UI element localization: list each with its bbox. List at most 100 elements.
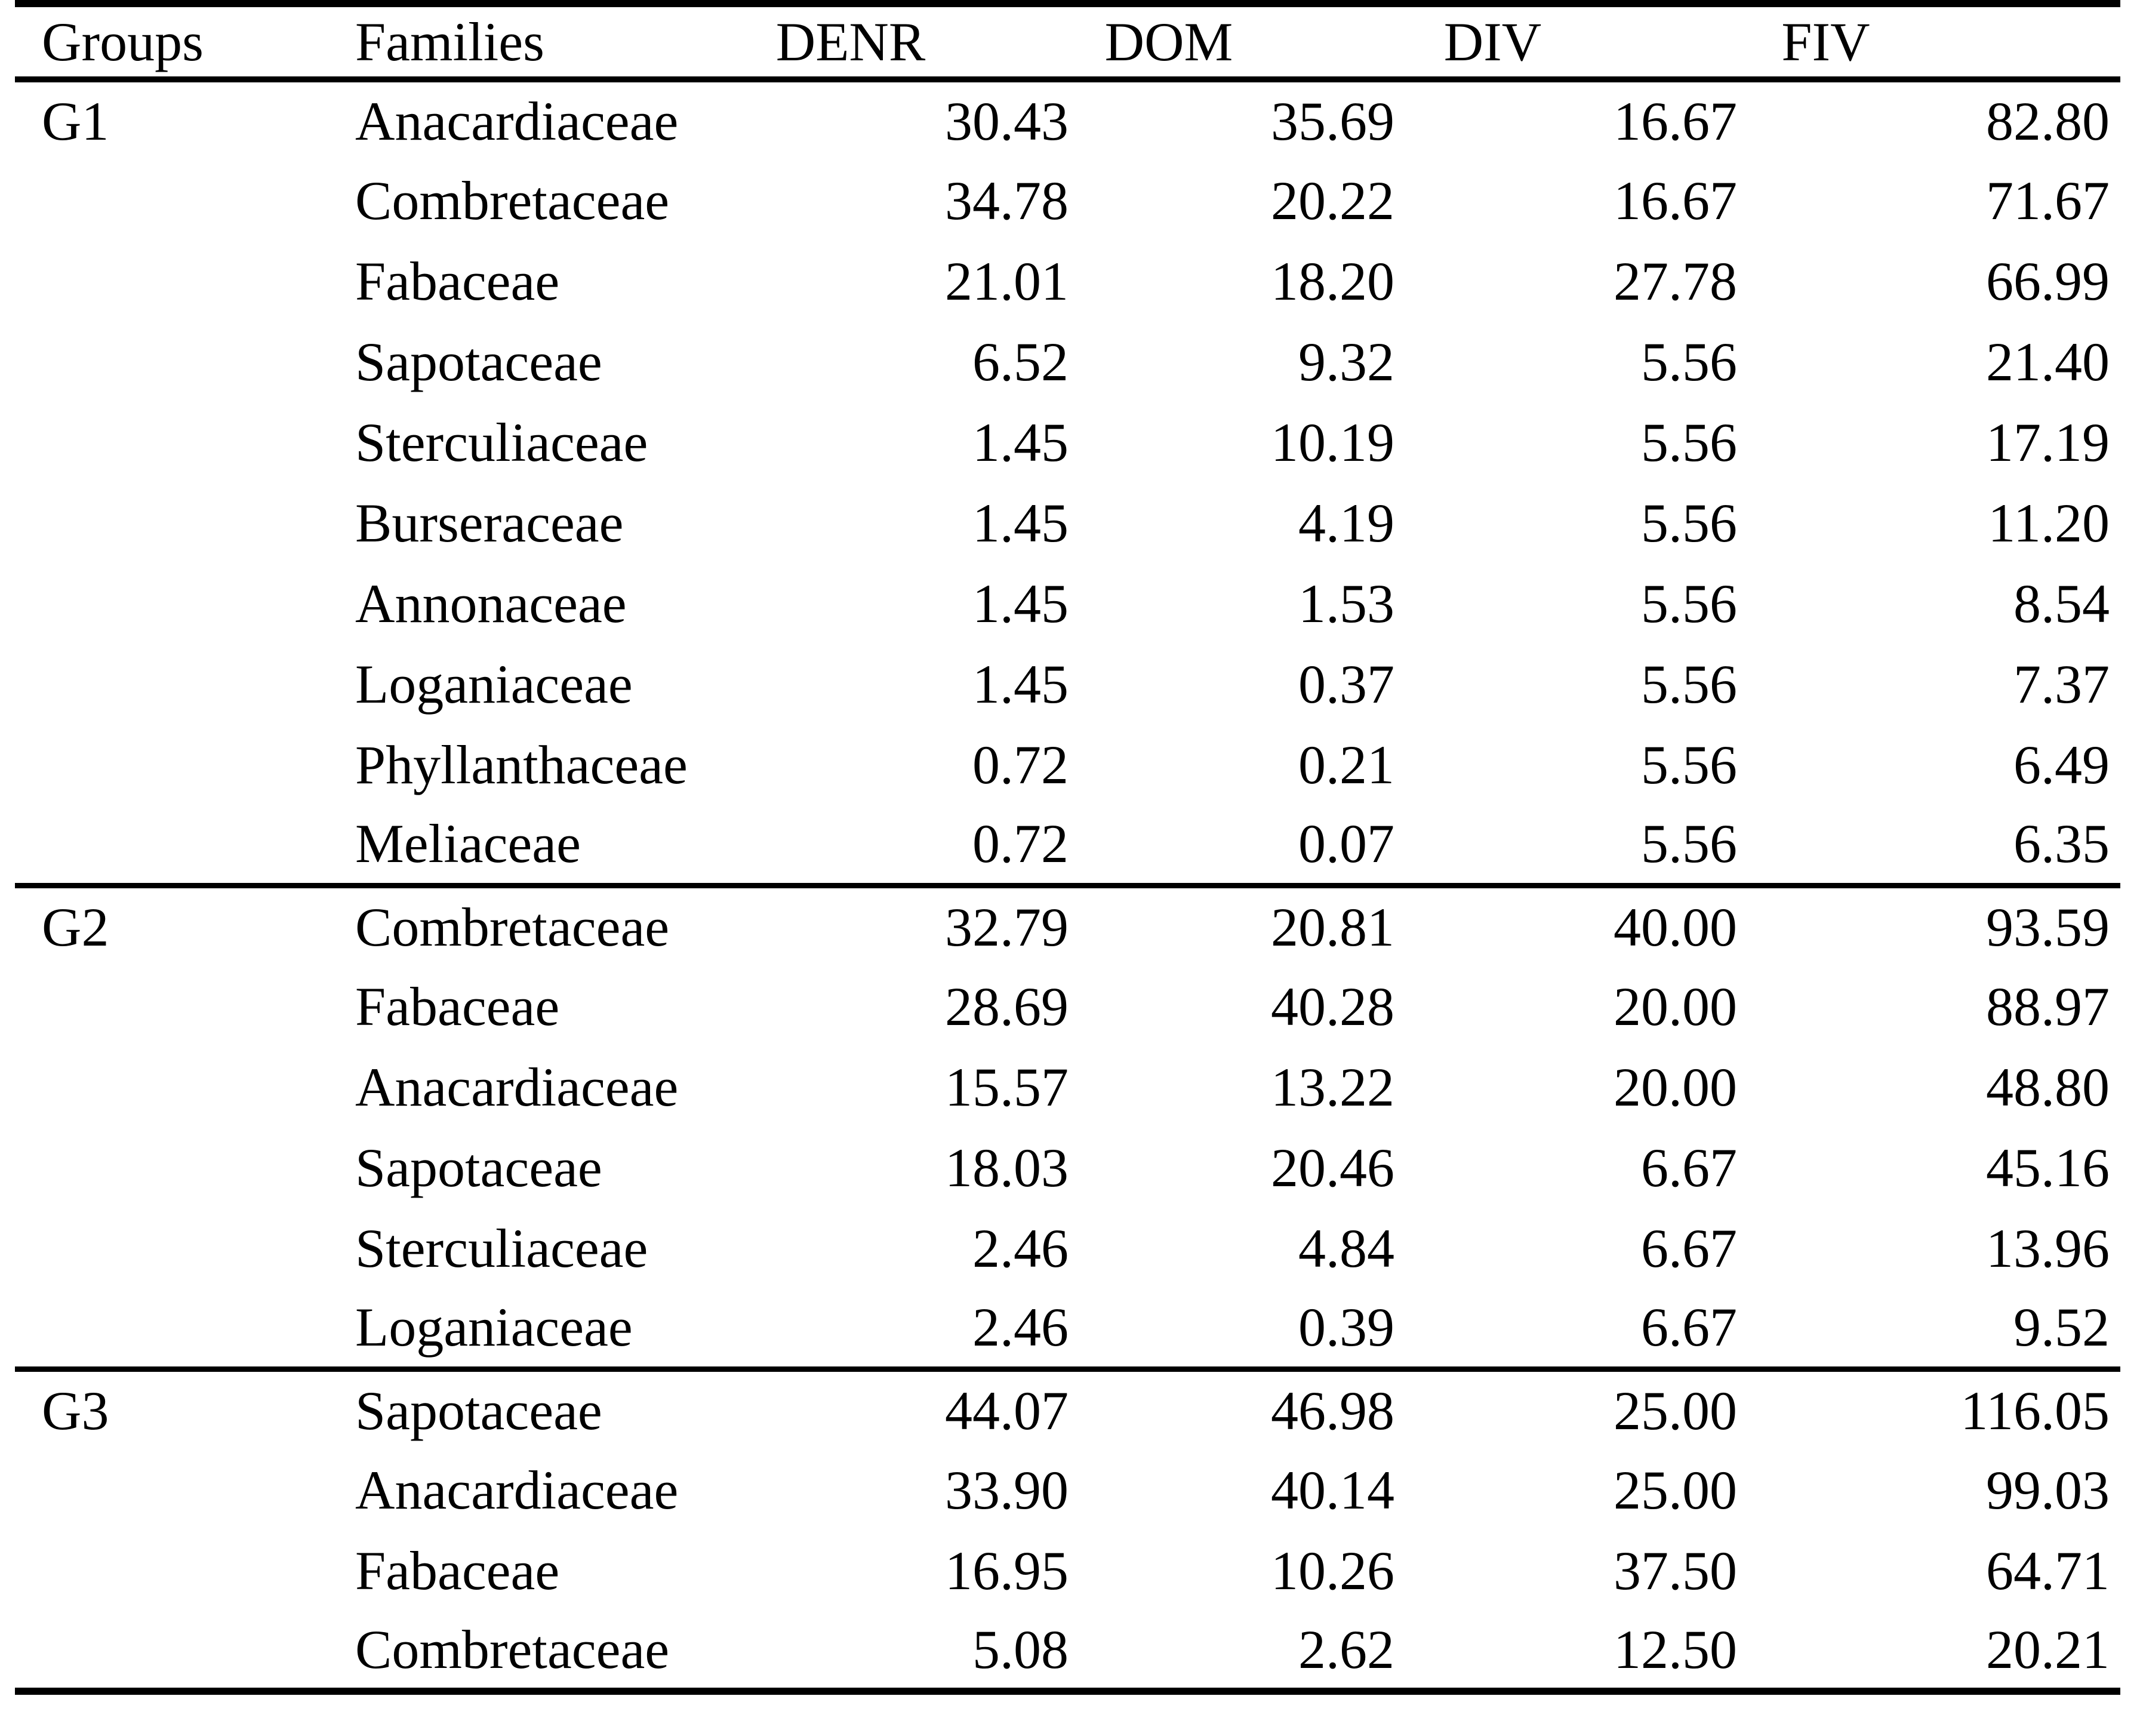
dom-cell: 1.53 [1298, 572, 1394, 634]
dom-cell: 35.69 [1271, 91, 1394, 152]
family-importance-table: Groups Families DENR DOM DIV FIV G1 Anac… [15, 0, 2120, 1695]
family-cell: Sterculiaceae [355, 411, 648, 473]
table-row: G1 Anacardiaceae 30.43 35.69 16.67 82.80 [15, 79, 2120, 160]
fiv-cell: 6.49 [2013, 734, 2110, 795]
group-cell [15, 402, 355, 482]
family-cell: Sapotaceae [355, 1137, 602, 1198]
div-cell: 5.56 [1641, 653, 1737, 715]
div-cell: 5.56 [1641, 734, 1737, 795]
div-cell: 37.50 [1614, 1540, 1737, 1601]
denr-cell: 1.45 [972, 411, 1069, 473]
group-cell: G2 [42, 896, 109, 958]
denr-cell: 1.45 [972, 492, 1069, 553]
fiv-cell: 48.80 [1986, 1056, 2110, 1118]
family-cell: Fabaceae [355, 250, 560, 312]
table-row: Fabaceae 28.69 40.28 20.00 88.97 [15, 966, 2120, 1046]
family-cell: Anacardiaceae [355, 1459, 679, 1520]
div-cell: 5.56 [1641, 572, 1737, 634]
table-row: Combretaceae 5.08 2.62 12.50 20.21 [15, 1611, 2120, 1691]
fiv-cell: 71.67 [1986, 170, 2110, 231]
denr-cell: 44.07 [945, 1380, 1069, 1441]
table-row: Sterculiaceae 2.46 4.84 6.67 13.96 [15, 1208, 2120, 1288]
table-row: Anacardiaceae 15.57 13.22 20.00 48.80 [15, 1046, 2120, 1127]
denr-cell: 32.79 [945, 896, 1069, 958]
table-row: Phyllanthaceae 0.72 0.21 5.56 6.49 [15, 724, 2120, 805]
col-header-denr: DENR [775, 11, 926, 72]
div-cell: 25.00 [1614, 1380, 1737, 1441]
table-row: Fabaceae 16.95 10.26 37.50 64.71 [15, 1530, 2120, 1611]
dom-cell: 18.20 [1271, 250, 1394, 312]
dom-cell: 4.19 [1298, 492, 1394, 553]
fiv-cell: 20.21 [1986, 1618, 2110, 1680]
family-cell: Combretaceae [355, 896, 670, 958]
table-row: Burseraceae 1.45 4.19 5.56 11.20 [15, 482, 2120, 563]
denr-cell: 5.08 [972, 1618, 1069, 1680]
div-cell: 6.67 [1641, 1137, 1737, 1198]
denr-cell: 0.72 [972, 813, 1069, 875]
group-cell [15, 1046, 355, 1127]
fiv-cell: 9.52 [2013, 1297, 2110, 1358]
group-cell [15, 160, 355, 241]
dom-cell: 20.46 [1271, 1137, 1394, 1198]
group-cell [15, 1449, 355, 1530]
family-cell: Combretaceae [355, 1618, 670, 1680]
group-cell [15, 321, 355, 402]
div-cell: 25.00 [1614, 1459, 1737, 1520]
div-cell: 20.00 [1614, 975, 1737, 1037]
denr-cell: 1.45 [972, 572, 1069, 634]
dom-cell: 0.39 [1298, 1297, 1394, 1358]
denr-cell: 28.69 [945, 975, 1069, 1037]
family-cell: Loganiaceae [355, 1297, 633, 1358]
denr-cell: 16.95 [945, 1540, 1069, 1601]
div-cell: 5.56 [1641, 411, 1737, 473]
col-header-fiv: FIV [1781, 11, 1870, 72]
table-row: Sterculiaceae 1.45 10.19 5.56 17.19 [15, 402, 2120, 482]
group-cell [15, 241, 355, 321]
family-cell: Sterculiaceae [355, 1217, 648, 1279]
table-row: Meliaceae 0.72 0.07 5.56 6.35 [15, 805, 2120, 885]
table-row: G2 Combretaceae 32.79 20.81 40.00 93.59 [15, 885, 2120, 966]
table-row: Loganiaceae 2.46 0.39 6.67 9.52 [15, 1288, 2120, 1369]
div-cell: 5.56 [1641, 492, 1737, 553]
group-cell [15, 1288, 355, 1369]
fiv-cell: 64.71 [1986, 1540, 2110, 1601]
table-row: Loganiaceae 1.45 0.37 5.56 7.37 [15, 644, 2120, 724]
dom-cell: 10.19 [1271, 411, 1394, 473]
table-row: Sapotaceae 6.52 9.32 5.56 21.40 [15, 321, 2120, 402]
family-cell: Combretaceae [355, 170, 670, 231]
fiv-cell: 88.97 [1986, 975, 2110, 1037]
fiv-cell: 7.37 [2013, 653, 2110, 715]
dom-cell: 9.32 [1298, 331, 1394, 392]
dom-cell: 40.28 [1271, 975, 1394, 1037]
family-cell: Sapotaceae [355, 331, 602, 392]
table-row: Sapotaceae 18.03 20.46 6.67 45.16 [15, 1127, 2120, 1208]
dom-cell: 0.21 [1298, 734, 1394, 795]
col-header-dom: DOM [1104, 11, 1233, 72]
group-cell [15, 1530, 355, 1611]
group-cell [15, 1127, 355, 1208]
fiv-cell: 66.99 [1986, 250, 2110, 312]
family-cell: Anacardiaceae [355, 91, 679, 152]
denr-cell: 2.46 [972, 1297, 1069, 1358]
table-row: G3 Sapotaceae 44.07 46.98 25.00 116.05 [15, 1369, 2120, 1449]
family-cell: Sapotaceae [355, 1380, 602, 1441]
group-cell [15, 1611, 355, 1691]
family-cell: Fabaceae [355, 975, 560, 1037]
div-cell: 12.50 [1614, 1618, 1737, 1680]
denr-cell: 34.78 [945, 170, 1069, 231]
dom-cell: 10.26 [1271, 1540, 1394, 1601]
table-row: Anacardiaceae 33.90 40.14 25.00 99.03 [15, 1449, 2120, 1530]
col-header-families: Families [355, 11, 544, 72]
dom-cell: 40.14 [1271, 1459, 1394, 1520]
fiv-cell: 99.03 [1986, 1459, 2110, 1520]
div-cell: 40.00 [1614, 896, 1737, 958]
group-cell [15, 966, 355, 1046]
group-cell [15, 482, 355, 563]
dom-cell: 0.07 [1298, 813, 1394, 875]
denr-cell: 30.43 [945, 91, 1069, 152]
dom-cell: 2.62 [1298, 1618, 1394, 1680]
table-row: Combretaceae 34.78 20.22 16.67 71.67 [15, 160, 2120, 241]
family-cell: Phyllanthaceae [355, 734, 688, 795]
div-cell: 20.00 [1614, 1056, 1737, 1118]
